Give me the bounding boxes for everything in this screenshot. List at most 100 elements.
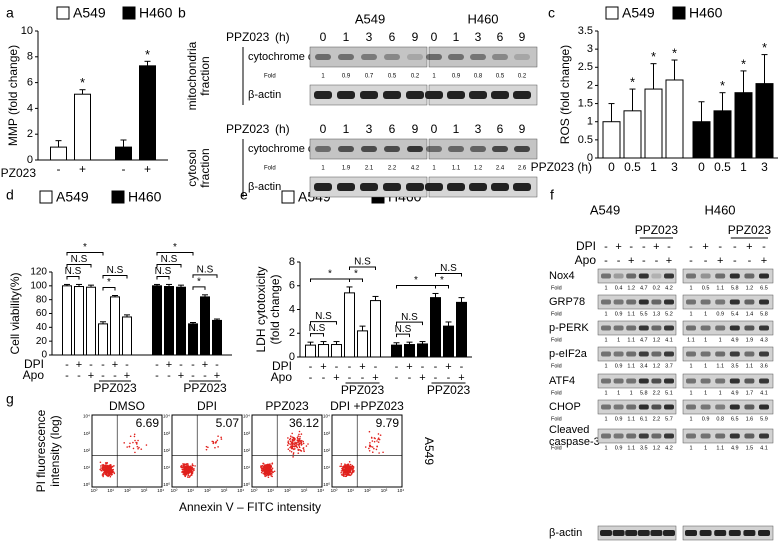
bar [602,121,621,159]
fold-value: 0.9 [615,311,623,317]
event-dot [291,446,294,449]
fold-value: 5.8 [640,390,648,396]
event-dot [350,467,353,469]
band [426,54,442,60]
event-dot [373,440,376,443]
event-dot [269,463,271,466]
plot-title: DPI [197,399,217,413]
band [700,351,711,357]
event-dot [180,465,182,468]
legend-swatch [672,6,686,20]
bracket [156,263,182,268]
event-dot [193,469,195,471]
condition-sign: + [320,361,326,373]
bracket [66,275,80,280]
time: 3 [366,122,373,136]
band [491,183,509,191]
quadrant-percent: 9.79 [376,416,400,430]
fold-value: 0.9 [342,74,351,80]
condition-sign: + [406,361,412,373]
event-dot [182,463,184,465]
fold-value: 5.2 [665,311,673,317]
event-dot [267,465,270,468]
event-dot [137,448,139,450]
time: 6 [497,122,504,136]
event-dot [111,465,114,468]
event-dot [113,465,115,467]
y-tick-label: 8 [289,256,295,268]
time: 1 [453,122,460,136]
event-dot [267,467,269,469]
y-tick-label: 6 [27,77,33,89]
band [491,91,509,99]
event-dot [189,470,192,473]
fraction-label: cytosol [185,149,199,186]
axis-tick-label: 10³ [381,488,388,493]
fold-value: 2.2 [653,390,661,396]
event-dot [299,437,301,440]
axis-tick-label: 10⁰ [323,482,330,487]
y-axis-label: (fold change) [268,274,282,344]
panel-letter: b [178,5,186,21]
bar [443,325,454,358]
y-tick-label: 20 [36,336,48,347]
event-dot [262,472,265,475]
event-dot [267,474,270,477]
band [638,299,649,305]
event-dot [205,448,208,451]
axis-tick-label: 10² [243,448,250,453]
band [729,273,740,279]
event-dot [134,451,136,454]
event-dot [104,473,107,476]
event-dot [189,465,192,467]
y-tick-label: 0 [27,154,33,166]
band [448,146,464,152]
condition-sign: - [348,372,352,384]
band [613,433,624,439]
fold-value: 1.1 [687,337,695,343]
y-tick-label: 0 [289,351,295,363]
condition-sign: - [642,255,646,267]
condition-sign: + [333,372,339,384]
axis-tick-label: 10³ [141,488,148,493]
event-dot [102,467,104,469]
axis-tick-label: 10² [163,448,170,453]
axis-tick-label: 10² [364,488,371,493]
event-dot [113,472,116,475]
event-dot [341,468,344,471]
bar [692,121,711,159]
y-tick-label: 10 [21,25,33,37]
x-axis-label: PPZ023 (h) [531,160,592,174]
event-dot [106,467,108,469]
fold-value: 4.1 [760,390,768,396]
event-dot [374,437,376,440]
condition-sign: + [458,372,464,384]
band [759,299,769,305]
band [664,433,674,439]
fold-value: 0.9 [615,416,623,422]
event-dot [292,436,295,439]
bar [200,296,210,356]
bar [623,110,642,159]
condition-sign: - [689,241,693,253]
event-dot [102,473,104,475]
bar [176,286,186,356]
condition-sign: - [642,241,646,253]
event-dot [351,471,354,474]
time-label: PPZ023 [226,30,270,44]
event-dot [297,449,300,452]
axis-tick-label: 10³ [301,488,308,493]
bracket [310,321,337,325]
bracket [349,278,363,282]
plot-title: DPI +PPZ023 [330,399,404,413]
fold-value: 1.1 [716,363,724,369]
band [601,433,611,439]
fold-value: 1.1 [627,337,635,343]
axis-tick-label: 10¹ [243,465,250,470]
fold-value: 4.2 [665,285,673,291]
time: 0 [320,122,327,136]
event-dot [214,446,216,449]
bar [734,92,753,159]
axis-tick-label: 10³ [163,431,170,436]
x-tick-label: 1 [650,160,657,174]
